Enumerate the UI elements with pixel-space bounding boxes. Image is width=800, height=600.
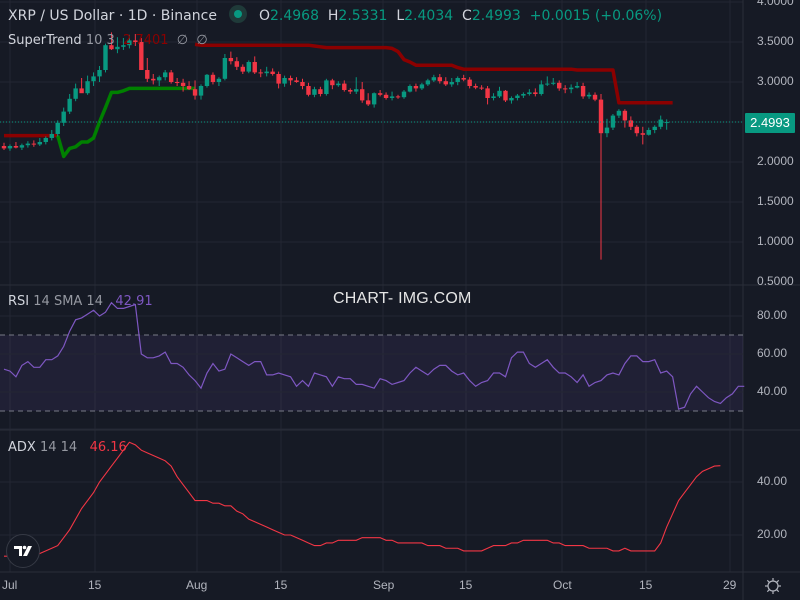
supertrend-params: 10 3 (85, 33, 115, 48)
low-value: 2.4034 (404, 8, 454, 24)
tradingview-logo-icon (14, 545, 32, 556)
rsi-name: RSI (8, 294, 30, 309)
price-axis-label: 0.5000 (757, 274, 794, 288)
rsi-legend[interactable]: RSI 14 SMA 14 42.91 (8, 294, 153, 309)
last-price-tag: 2.4993 (745, 113, 795, 133)
change-value: +0.0015 (+0.06%) (529, 8, 663, 24)
time-axis-label: Oct (553, 578, 572, 592)
supertrend-na-2: ∅ (196, 33, 208, 48)
time-axis-label: 15 (88, 578, 102, 592)
symbol-legend: XRP / US Dollar · 1D · Binance O2.4968 H2… (8, 5, 663, 25)
price-axis-label: 4.0000 (757, 0, 794, 8)
supertrend-value: 2.7401 (123, 33, 169, 48)
rsi-value: 42.91 (115, 294, 153, 309)
gear-icon (765, 578, 781, 594)
time-axis-label: 15 (459, 578, 473, 592)
time-axis-label: 29 (723, 578, 737, 592)
settings-button[interactable] (764, 577, 782, 595)
rsi-params: 14 SMA 14 (33, 294, 103, 309)
rsi-axis-label: 60.00 (757, 346, 788, 360)
high-value: 2.5331 (338, 8, 388, 24)
price-axis-label: 2.0000 (757, 154, 794, 168)
time-axis-label: Jul (2, 578, 18, 592)
price-axis-label: 3.0000 (757, 74, 794, 88)
adx-legend[interactable]: ADX 14 14 46.16 (8, 440, 127, 455)
time-axis-label: Sep (373, 578, 395, 592)
price-axis-label: 1.5000 (757, 194, 794, 208)
adx-params: 14 14 (39, 440, 78, 455)
time-axis-label: 15 (274, 578, 288, 592)
price-axis-label: 1.0000 (757, 234, 794, 248)
rsi-axis-label: 40.00 (757, 384, 788, 398)
symbol-title[interactable]: XRP / US Dollar · 1D · Binance (8, 8, 217, 24)
adx-axis-label: 40.00 (757, 474, 788, 488)
time-axis-label: Aug (186, 578, 208, 592)
tradingview-logo[interactable] (6, 534, 40, 568)
market-status-icon (228, 5, 247, 23)
ohlc-values: O2.4968 H2.5331 L2.4034 C2.4993 +0.0015 … (258, 8, 663, 24)
supertrend-name: SuperTrend (8, 33, 82, 48)
watermark: CHART- IMG.COM (333, 290, 472, 307)
close-value: 2.4993 (471, 8, 521, 24)
open-value: 2.4968 (269, 8, 319, 24)
price-axis-label: 3.5000 (757, 34, 794, 48)
supertrend-na-1: ∅ (176, 33, 189, 48)
adx-value: 46.16 (89, 440, 127, 455)
time-axis-label: 15 (639, 578, 653, 592)
adx-axis-label: 20.00 (757, 527, 788, 541)
rsi-axis-label: 80.00 (757, 308, 788, 322)
supertrend-legend[interactable]: SuperTrend 10 3 2.7401 ∅ ∅ (8, 33, 208, 48)
adx-name: ADX (8, 440, 36, 455)
